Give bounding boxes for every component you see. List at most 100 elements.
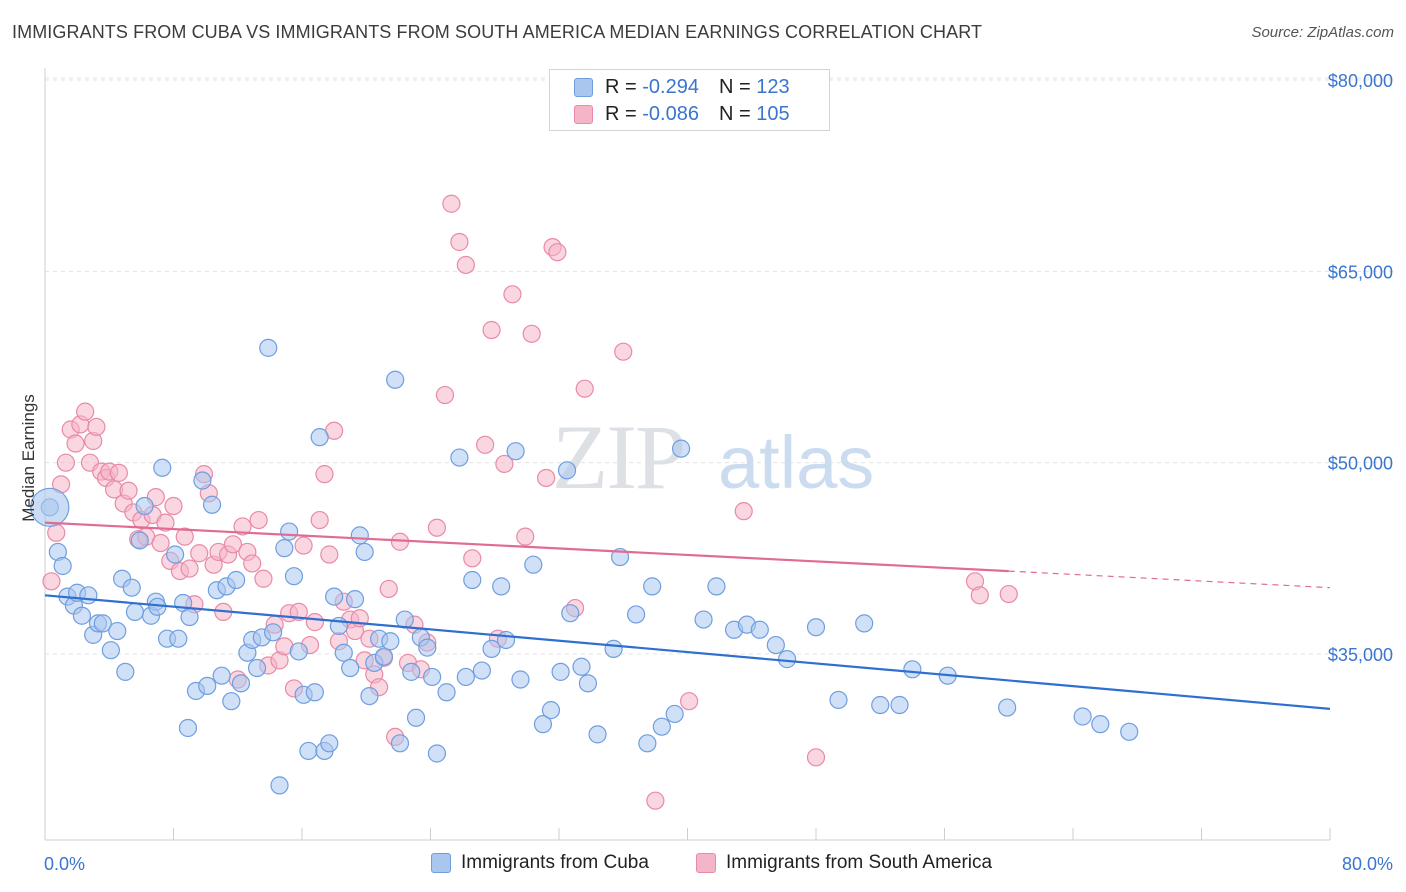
- cuba-point: [325, 587, 344, 606]
- cuba-point: [578, 674, 598, 693]
- south-america-point: [87, 417, 106, 437]
- south-america-point: [427, 518, 447, 537]
- cuba-point: [572, 657, 591, 676]
- cuba-point: [456, 667, 475, 687]
- cuba-point: [1091, 715, 1110, 734]
- south-america-point: [503, 285, 522, 304]
- cuba-point: [231, 674, 251, 693]
- cuba-point: [437, 683, 456, 702]
- south-america-point: [734, 502, 753, 521]
- cuba-point: [310, 428, 329, 447]
- cuba-point: [604, 639, 623, 658]
- cuba-point: [178, 718, 198, 738]
- cuba-point: [871, 695, 890, 715]
- source-label: Source: ZipAtlas.com: [1251, 24, 1394, 41]
- cuba-point: [320, 734, 339, 753]
- bottom-legend-south-america: Immigrants from South America: [696, 852, 992, 874]
- cuba-point: [284, 567, 304, 586]
- south-america-point: [442, 194, 461, 213]
- cuba-point: [135, 496, 154, 516]
- south-america-point: [180, 559, 199, 578]
- cuba-point: [345, 590, 365, 609]
- cuba-point: [626, 605, 646, 624]
- cuba-point: [511, 670, 530, 689]
- south-america-point: [294, 536, 313, 555]
- cuba-point: [180, 607, 199, 627]
- cuba-point: [406, 708, 426, 727]
- cuba-point: [198, 676, 217, 695]
- south-america-point: [379, 579, 398, 599]
- cuba-point: [202, 495, 222, 514]
- cuba-point: [450, 448, 469, 467]
- south-america-point: [249, 510, 268, 530]
- cuba-point: [671, 439, 691, 458]
- south-america-point: [156, 513, 175, 532]
- cuba-point: [101, 641, 120, 660]
- cuba-point: [707, 577, 726, 596]
- cuba-point: [855, 614, 874, 633]
- cuba-point: [652, 717, 671, 736]
- cuba-point: [492, 577, 511, 596]
- cuba-trend-line: [44, 594, 1331, 710]
- y-tick-label: $80,000: [1328, 71, 1393, 91]
- y-tick-label: $65,000: [1328, 262, 1393, 282]
- cuba-point: [299, 741, 318, 761]
- cuba-point: [1073, 707, 1092, 726]
- south-america-point: [999, 584, 1018, 604]
- cuba-point: [777, 650, 797, 669]
- cuba-point: [643, 577, 662, 596]
- cuba-point: [341, 658, 360, 678]
- cuba-point: [122, 578, 141, 597]
- watermark-zip: ZIP: [552, 406, 684, 508]
- legend-r-value: -0.086: [642, 102, 699, 125]
- cuba-point: [72, 606, 92, 625]
- legend-swatch-cuba: [574, 77, 593, 97]
- south-america-point: [76, 402, 95, 421]
- cuba-point: [263, 623, 283, 642]
- cuba-point: [806, 618, 826, 637]
- cuba-point: [418, 638, 437, 657]
- cuba-point: [588, 725, 607, 744]
- south-america-point: [56, 453, 75, 472]
- south-america-point: [456, 255, 475, 275]
- cuba-point: [524, 555, 543, 574]
- cuba-point: [153, 458, 172, 477]
- south-america-point: [575, 379, 594, 398]
- south-america-point: [970, 586, 989, 605]
- cuba-point: [169, 629, 188, 648]
- south-america-point: [190, 544, 209, 563]
- cuba-point: [193, 471, 212, 490]
- south-america-point: [476, 435, 495, 454]
- cuba-point: [108, 621, 127, 641]
- cuba-point: [533, 715, 553, 734]
- cuba-point: [270, 776, 289, 795]
- cuba-point: [472, 661, 491, 680]
- cuba-point: [166, 545, 185, 564]
- cuba-point: [665, 704, 684, 724]
- bottom-legend-swatch-south-america: [696, 853, 716, 873]
- chart-title: IMMIGRANTS FROM CUBA VS IMMIGRANTS FROM …: [12, 22, 983, 42]
- legend-r-value: -0.294: [642, 75, 699, 98]
- south-america-trend-extension: [1008, 570, 1331, 589]
- south-america-point: [310, 510, 329, 530]
- legend-row-south-america: R = -0.086 N = 105: [574, 102, 790, 126]
- x-tick-label-right: 80.0%: [1342, 854, 1393, 874]
- axis-labels: $35,000 $50,000 $65,000 $80,000 0.0% 80.0%: [44, 71, 1393, 874]
- cuba-point: [227, 570, 246, 590]
- cuba-point: [222, 692, 241, 711]
- south-america-point: [151, 533, 170, 553]
- cuba-point: [694, 610, 713, 629]
- south-america-trend-line: [44, 521, 1009, 573]
- legend-n-value: 123: [756, 75, 790, 98]
- cuba-point: [381, 632, 400, 651]
- cuba-point: [350, 526, 369, 545]
- cuba-point: [125, 602, 145, 622]
- cuba-point: [402, 662, 421, 681]
- cuba-point: [1120, 722, 1139, 741]
- axes: [44, 68, 1331, 841]
- south-america-point: [175, 527, 194, 546]
- cuba-point: [386, 370, 405, 389]
- south-america-point: [243, 554, 262, 573]
- south-america-point: [315, 465, 334, 484]
- south-america-point: [463, 549, 482, 568]
